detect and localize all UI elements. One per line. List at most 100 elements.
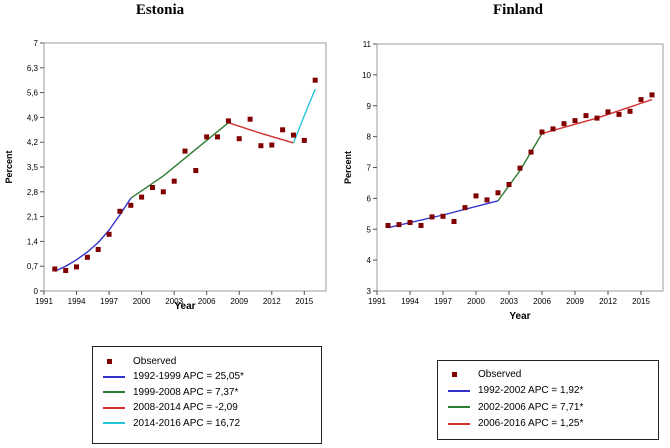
y-tick-label: 5 — [367, 225, 372, 234]
x-tick-label: 1994 — [68, 297, 86, 306]
observed-point — [74, 264, 79, 270]
observed-point — [236, 136, 242, 142]
x-tick-label: 1994 — [401, 297, 419, 306]
legend-marker-square — [107, 358, 112, 364]
observed-point — [506, 182, 512, 187]
legend-marker-square — [452, 371, 457, 377]
observed-point — [451, 219, 457, 224]
x-tick-label: 2006 — [533, 297, 551, 306]
y-tick-label: 11 — [363, 40, 372, 49]
y-tick-label: 3,5 — [27, 163, 39, 172]
observed-point — [429, 214, 435, 220]
y-tick-label: 3 — [367, 287, 372, 296]
y-tick-label: 4,9 — [27, 113, 39, 122]
y-tick-label: 7 — [367, 164, 372, 173]
observed-point — [225, 118, 231, 124]
observed-point — [473, 193, 479, 199]
observed-point — [63, 268, 69, 273]
x-tick-label: 1991 — [368, 297, 386, 306]
y-axis-label: Percent — [4, 150, 14, 183]
observed-point — [649, 92, 655, 98]
y-tick-label: 0,7 — [27, 262, 39, 271]
observed-point — [605, 109, 611, 115]
observed-point — [204, 134, 210, 140]
legend-marker-line — [103, 391, 125, 393]
series-line-1 — [54, 197, 132, 272]
observed-point — [52, 266, 58, 272]
observed-point — [160, 189, 166, 195]
y-tick-label: 2,1 — [27, 213, 39, 222]
chart-estonia: 0 0,7 1,4 2,1 2,8 3,5 4,2 4,9 5,6 6,3 7 1991 1994 199… — [4, 39, 327, 312]
plot-area — [43, 42, 327, 292]
observed-point — [139, 194, 145, 200]
y-tick-label: 5,6 — [27, 89, 39, 98]
x-tick-label: 2015 — [632, 297, 650, 306]
legend-item: 1992-2002 APC = 1,92* — [448, 384, 583, 398]
x-tick-label: 2000 — [467, 297, 485, 306]
observed-point — [247, 116, 253, 122]
x-tick-label: 1997 — [100, 297, 118, 306]
x-tick-label: 2006 — [198, 297, 216, 306]
legend-item: Observed — [448, 367, 521, 381]
legend-item: 1992-1999 APC = 25,05* — [103, 370, 244, 384]
observed-point — [301, 137, 307, 143]
observed-point — [258, 143, 264, 149]
x-tick-label: 2009 — [230, 297, 248, 306]
y-tick-label: 2,8 — [27, 188, 39, 197]
observed-point — [462, 205, 468, 211]
y-tick-label: 7 — [34, 39, 39, 48]
x-axis-label: Year — [509, 311, 530, 322]
chart-finland: 3 4 5 6 7 8 9 10 11 1991 1994 1997 2000 2003 2006 2009 2… — [343, 40, 664, 322]
x-tick-label: 2003 — [500, 297, 518, 306]
legend-marker-line — [103, 422, 125, 424]
observed-point — [396, 222, 402, 228]
observed-point — [312, 77, 318, 83]
observed-point — [84, 254, 90, 260]
observed-point — [517, 165, 523, 171]
y-tick-label: 0 — [34, 287, 39, 296]
observed-point — [150, 185, 155, 190]
y-tick-label: 1,4 — [27, 237, 39, 246]
series-line-4 — [292, 88, 316, 144]
observed-point — [440, 213, 446, 219]
y-tick-label: 9 — [367, 102, 372, 111]
legend-label: Observed — [478, 368, 522, 380]
legend-label: 1999-2008 APC = 7,37* — [133, 386, 239, 398]
legend-marker-line — [448, 389, 470, 392]
x-axis-label: Year — [174, 301, 195, 312]
legend-label: 2008-2014 APC = -2,09 — [133, 402, 238, 413]
observed-point — [572, 118, 578, 124]
observed-point — [550, 126, 556, 132]
observed-point — [561, 121, 567, 127]
observed-point — [95, 247, 101, 252]
legend-item: 2002-2006 APC = 7,71* — [448, 400, 583, 414]
observed-point — [627, 108, 633, 114]
observed-point — [616, 111, 622, 117]
legend-label: 2002-2006 APC = 7,71* — [478, 401, 584, 413]
legend-finland: Observed 1992-2002 APC = 1,92* 2002-2006 A… — [437, 360, 659, 440]
legend-marker-line — [448, 406, 470, 408]
observed-point — [385, 223, 391, 228]
observed-point — [484, 197, 490, 203]
series-line-2 — [130, 122, 229, 199]
y-tick-label: 10 — [362, 71, 371, 80]
y-tick-label: 6,3 — [27, 64, 39, 73]
y-tick-label: 4,2 — [27, 138, 39, 147]
x-tick-label: 1997 — [434, 297, 452, 306]
legend-item: 2014-2016 APC = 16,72 — [103, 416, 240, 430]
legend-marker-line — [448, 422, 470, 425]
legend-item: 1999-2008 APC = 7,37* — [103, 385, 238, 399]
observed-point — [539, 129, 545, 135]
legend-marker-line — [103, 375, 125, 378]
observed-point — [171, 178, 177, 184]
x-tick-label: 2015 — [295, 297, 313, 306]
legend-estonia: Observed 1992-1999 APC = 25,05* 1999-2008 … — [92, 346, 322, 444]
x-tick-label: 1991 — [35, 297, 53, 306]
x-tick-label: 2012 — [263, 297, 281, 306]
legend-label: 2006-2016 APC = 1,25* — [478, 418, 584, 429]
legend-marker-line — [103, 406, 125, 409]
observed-point — [193, 168, 199, 173]
y-tick-label: 4 — [367, 256, 372, 265]
y-tick-label: 6 — [367, 194, 372, 203]
chart-title-finland: Finland — [492, 2, 544, 18]
